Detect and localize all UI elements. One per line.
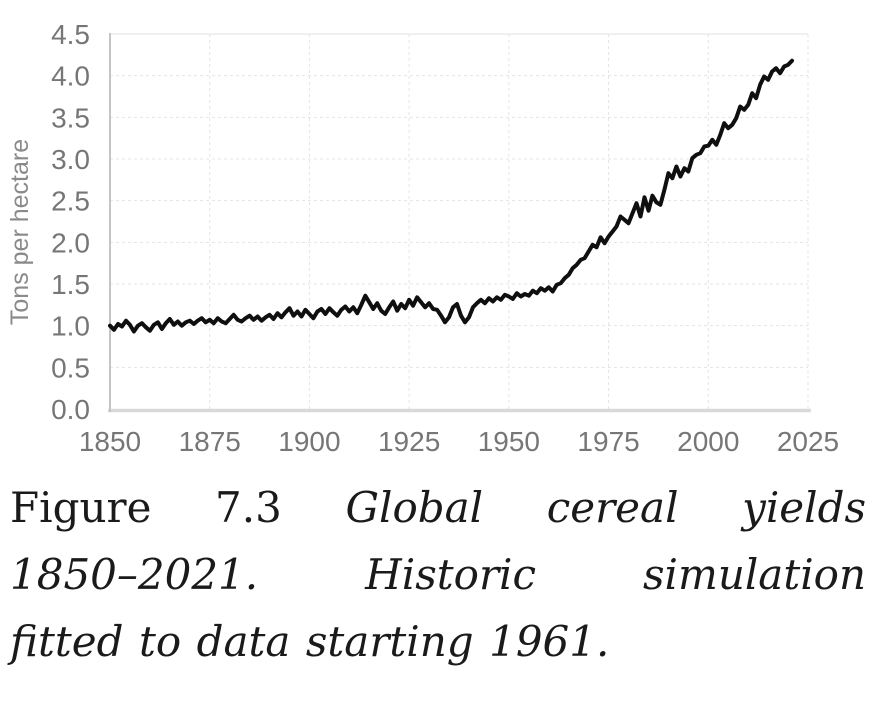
x-tick-label: 1975 — [577, 426, 639, 457]
caption-line-1: Figure 7.3 Global cereal yields — [10, 474, 866, 541]
y-tick-label: 2.0 — [51, 227, 90, 258]
x-tick-label: 1850 — [79, 426, 141, 457]
x-tick-label: 1875 — [179, 426, 241, 457]
y-tick-label: 1.5 — [51, 269, 90, 300]
y-tick-label: 1.0 — [51, 311, 90, 342]
x-tick-label: 1925 — [378, 426, 440, 457]
x-tick-label: 2000 — [677, 426, 739, 457]
y-tick-label: 3.0 — [51, 144, 90, 175]
figure-caption: Figure 7.3 Global cereal yields 1850–202… — [10, 474, 866, 675]
y-axis-title: Tons per hectare — [6, 139, 34, 325]
caption-title-italic: Global cereal yields — [345, 483, 867, 532]
y-tick-label: 4.5 — [51, 19, 90, 50]
yield-series-line — [108, 58, 794, 334]
caption-line-2: 1850–2021. Historic simulation — [10, 550, 866, 599]
y-tick-label: 0.5 — [51, 352, 90, 383]
x-tick-label: 1900 — [278, 426, 340, 457]
y-tick-label: 0.0 — [51, 394, 90, 425]
x-tick-label: 1950 — [478, 426, 540, 457]
y-tick-label: 4.0 — [51, 61, 90, 92]
cereal-yields-line-chart: 1850 1875 1900 1925 1950 1975 2000 2025 0.0 0.5 1.… — [6, 19, 839, 457]
y-tick-label: 2.5 — [51, 186, 90, 217]
caption-line-3: fitted to data starting 1961. — [10, 617, 610, 666]
x-tick-label: 2025 — [777, 426, 839, 457]
figure-number-label: Figure 7.3 — [10, 483, 282, 532]
figure-7-3: 1850 1875 1900 1925 1950 1975 2000 2025 0.0 0.5 1.… — [6, 19, 866, 675]
y-tick-label: 3.5 — [51, 102, 90, 133]
